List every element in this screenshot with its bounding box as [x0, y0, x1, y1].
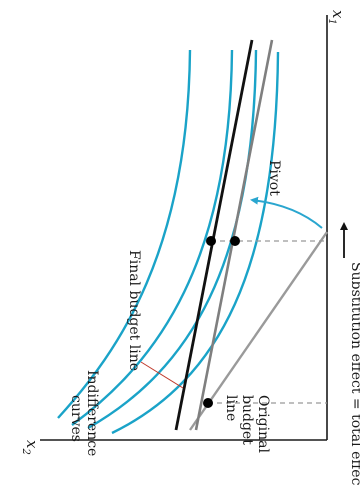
final-budget-line — [174, 39, 254, 431]
original-budget-label-line1: Original — [255, 395, 271, 453]
indifference-curve-4 — [111, 51, 280, 435]
point-pivot — [230, 236, 240, 246]
point-original — [203, 398, 213, 408]
indifference-curves-label-line2: curves — [68, 395, 84, 442]
point-final — [206, 236, 216, 246]
original-budget-label-line3: line — [223, 395, 239, 421]
pivot-label: Pivot — [266, 160, 282, 196]
original-budget-label-line2: budget — [239, 395, 255, 445]
x1-axis-label: x1 — [326, 10, 347, 25]
indifference-curve-3 — [87, 49, 258, 430]
x2-axis-label: x2 — [20, 440, 41, 455]
final-budget-pointer — [140, 361, 184, 389]
original-budget-line — [189, 231, 328, 431]
indifference-curves — [57, 49, 280, 435]
indifference-curves-label-line1: Indifference — [84, 370, 100, 456]
indifference-curve-1 — [57, 49, 192, 419]
pivot-arrow — [250, 196, 323, 229]
bundle-points — [203, 236, 240, 408]
indifference-curve-2 — [71, 49, 234, 426]
final-budget-line-label: Final budget line — [126, 250, 142, 371]
pivoted-budget-line — [194, 39, 274, 431]
effect-label: Substitution effect = total effect — [348, 262, 360, 485]
